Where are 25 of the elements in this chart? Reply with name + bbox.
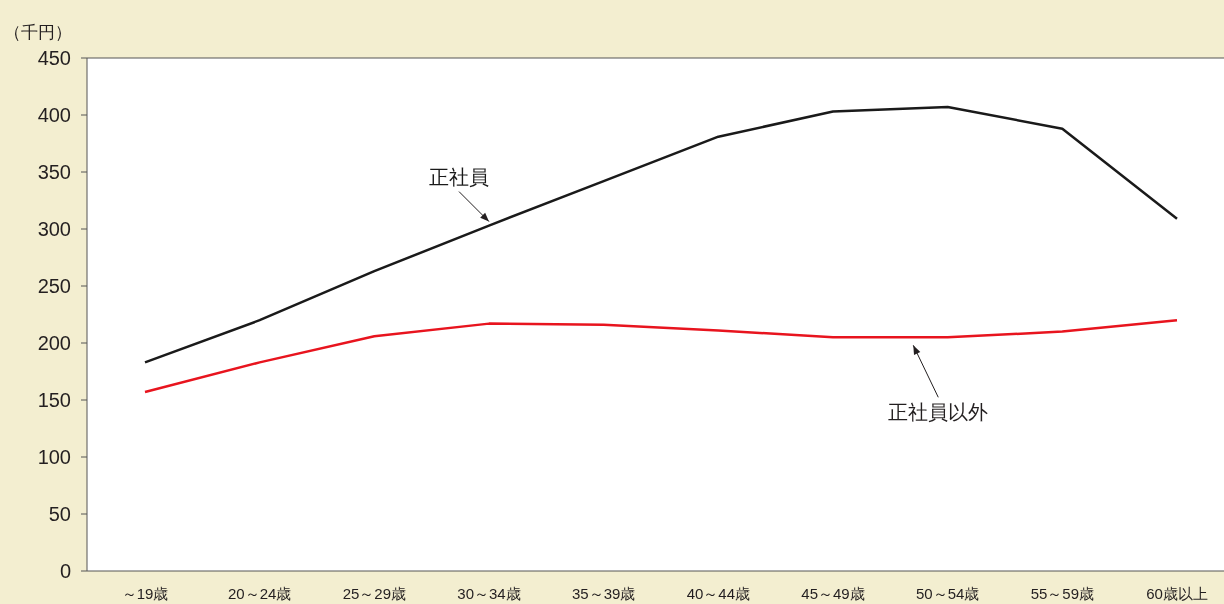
y-tick-label: 300	[37, 218, 71, 240]
y-axis-title: （千円）	[4, 23, 72, 42]
line-series	[143, 105, 1179, 364]
x-tick-label: 45～49歳	[801, 585, 865, 602]
y-tick-label: 0	[59, 560, 71, 582]
y-tick-label: 200	[37, 332, 71, 354]
y-tick-label: 150	[37, 389, 71, 411]
text: 正社員以外	[888, 401, 989, 424]
x-tick-label: 25～29歳	[342, 585, 407, 602]
x-tick-label: ～19歳	[121, 585, 169, 602]
x-tick-label: 55～59歳	[1030, 585, 1095, 602]
y-tick-label: 400	[37, 104, 71, 126]
x-tick-label: 40～44歳	[686, 585, 751, 602]
x-tick-label: 30～34歳	[457, 585, 521, 602]
x-tick-label: 60歳以上	[1146, 585, 1208, 602]
y-tick-label: 50	[48, 503, 71, 525]
y-tick-label: 450	[37, 47, 71, 69]
y-tick-label: 350	[37, 161, 71, 183]
line-series	[143, 318, 1179, 394]
x-tick-label: 50～54歳	[915, 585, 980, 602]
y-tick-label: 250	[37, 275, 71, 297]
x-tick-label: 20～24歳	[227, 585, 292, 602]
series-label: 正社員	[429, 165, 489, 188]
y-tick-label: 100	[37, 446, 71, 468]
x-tick-label: 35～39歳	[571, 585, 636, 602]
